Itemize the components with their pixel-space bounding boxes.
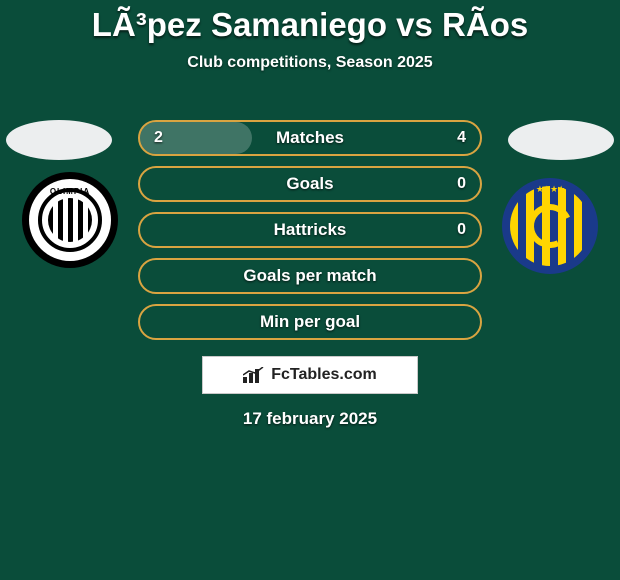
stat-row: Hattricks 0	[138, 212, 482, 248]
player-photo-left-placeholder	[6, 120, 112, 160]
attribution-box: FcTables.com	[202, 356, 418, 394]
bar-chart-icon	[243, 367, 265, 383]
stat-label: Matches	[276, 128, 344, 148]
stat-right-value: 0	[457, 175, 466, 193]
attribution-text: FcTables.com	[271, 366, 377, 384]
stat-row: Goals per match	[138, 258, 482, 294]
stat-right-value: 0	[457, 221, 466, 239]
stat-fill	[140, 122, 252, 154]
stat-row: Min per goal	[138, 304, 482, 340]
page-subtitle: Club competitions, Season 2025	[0, 54, 620, 72]
club-badge-left-inner: OLIMPIA	[29, 179, 111, 261]
stat-row: 2 Matches 4	[138, 120, 482, 156]
club-badge-right-inner: ★★★★	[510, 186, 590, 266]
stat-left-value: 2	[154, 129, 163, 147]
club-badge-right: ★★★★	[502, 178, 598, 274]
club-badge-right-c	[522, 198, 578, 254]
stat-right-value: 4	[457, 129, 466, 147]
club-badge-right-stars: ★★★★	[510, 184, 590, 195]
stat-label: Hattricks	[274, 220, 347, 240]
club-badge-left: OLIMPIA	[22, 172, 118, 268]
stat-row: Goals 0	[138, 166, 482, 202]
stat-label: Goals per match	[243, 266, 376, 286]
footer-date: 17 february 2025	[0, 409, 620, 429]
page-title: LÃ³pez Samaniego vs RÃ­os	[0, 0, 620, 44]
stat-label: Goals	[286, 174, 333, 194]
player-photo-right-placeholder	[508, 120, 614, 160]
stat-label: Min per goal	[260, 312, 360, 332]
club-badge-left-stripes	[48, 198, 92, 242]
stats-panel: 2 Matches 4 Goals 0 Hattricks 0 Goals per match…	[138, 120, 482, 350]
